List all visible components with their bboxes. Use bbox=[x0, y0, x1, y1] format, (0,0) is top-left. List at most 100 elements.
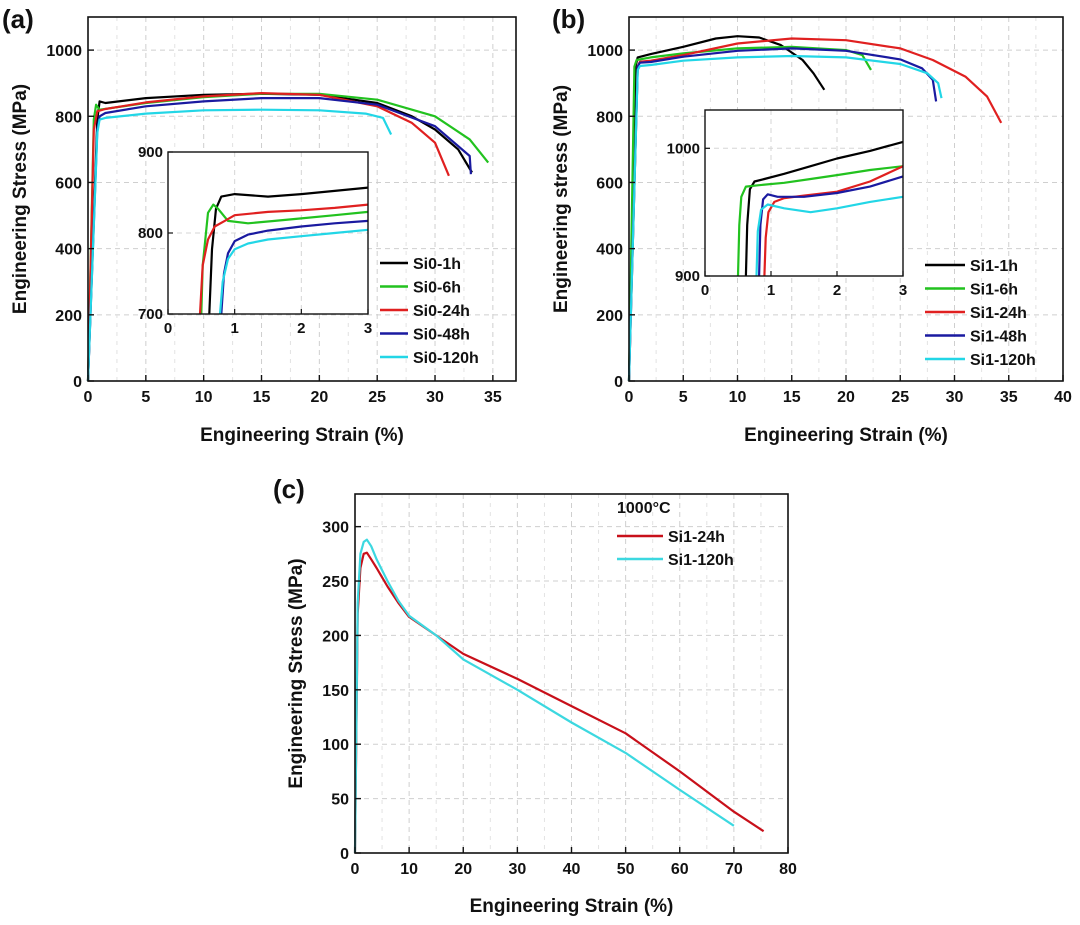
x-tick-label: 40 bbox=[563, 861, 581, 878]
series-line-1 bbox=[353, 551, 765, 854]
inset-frame bbox=[704, 109, 904, 277]
y-tick-label: 0 bbox=[340, 846, 349, 863]
inset-y-tick-label: 800 bbox=[138, 225, 163, 242]
x-tick-label: 35 bbox=[484, 389, 502, 406]
y-tick-label: 400 bbox=[55, 242, 82, 259]
inset-series-line-3 bbox=[763, 165, 904, 277]
x-tick-label: 30 bbox=[508, 861, 526, 878]
inset-background bbox=[705, 110, 903, 276]
y-tick-label: 250 bbox=[322, 574, 349, 591]
legend-entry: Si0-1h bbox=[413, 256, 461, 273]
y-tick-label: 200 bbox=[55, 308, 82, 325]
y-tick-label: 50 bbox=[331, 792, 349, 809]
inset-x-tick-label: 1 bbox=[230, 320, 238, 337]
x-tick-label: 0 bbox=[625, 389, 634, 406]
inset-series-line-2 bbox=[200, 203, 369, 315]
y-axis-label: Engineering Stress (MPa) bbox=[10, 84, 31, 314]
y-tick-label: 1000 bbox=[587, 43, 623, 60]
x-axis-label: Engineering Strain (%) bbox=[200, 425, 404, 446]
legend-entry: Si1-120h bbox=[668, 552, 734, 569]
legend-title: 1000°C bbox=[617, 500, 671, 517]
grid bbox=[355, 494, 789, 853]
series-line-5 bbox=[627, 54, 943, 382]
chart-panel-2: (b)0 5 10 15 20 25 30 35 4002004006008001000Engi… bbox=[551, 4, 1072, 446]
x-tick-label: 25 bbox=[891, 389, 909, 406]
x-tick-label: 10 bbox=[400, 861, 418, 878]
inset-y-tick-label: 900 bbox=[675, 268, 700, 285]
x-tick-label: 40 bbox=[1054, 389, 1072, 406]
legend-entry: Si0-120h bbox=[413, 350, 479, 367]
x-tick-label: 15 bbox=[783, 389, 801, 406]
inset-x-tick-label: 3 bbox=[899, 282, 907, 299]
inset-y-tick-label: 700 bbox=[138, 306, 163, 323]
x-tick-label: 0 bbox=[84, 389, 93, 406]
x-tick-label: 30 bbox=[946, 389, 964, 406]
x-axis-label: Engineering Strain (%) bbox=[470, 896, 674, 917]
inset-chart: 0 1 2 3 700 800 900 bbox=[138, 144, 372, 337]
y-axis-label: Engineering Stress (MPa) bbox=[286, 558, 307, 788]
x-tick-label: 20 bbox=[310, 389, 328, 406]
legend-entry: Si1-6h bbox=[970, 282, 1018, 299]
x-tick-label: 70 bbox=[725, 861, 743, 878]
y-axis-label: Engineering stress (MPa) bbox=[551, 85, 572, 313]
inset-chart: 0 1 2 3 900 1000 bbox=[667, 109, 907, 299]
y-tick-label: 1000 bbox=[46, 43, 82, 60]
x-tick-label: 5 bbox=[141, 389, 150, 406]
inset-series-line-2 bbox=[736, 165, 904, 277]
x-tick-label: 20 bbox=[454, 861, 472, 878]
inset-y-tick-label: 900 bbox=[138, 144, 163, 161]
plot-frame bbox=[87, 16, 517, 382]
legend: Si0-1h Si0-6h Si0-24h Si0-48h Si0-120h bbox=[380, 256, 479, 367]
inset-x-tick-label: 0 bbox=[164, 320, 172, 337]
legend-entry: Si1-1h bbox=[970, 258, 1018, 275]
y-tick-label: 0 bbox=[73, 374, 82, 391]
inset-series-line-1 bbox=[208, 186, 369, 315]
x-tick-label: 30 bbox=[426, 389, 444, 406]
series-line-4 bbox=[86, 96, 472, 382]
series-line-3 bbox=[86, 91, 450, 382]
x-tick-label: 15 bbox=[253, 389, 271, 406]
inset-series-line-4 bbox=[758, 175, 904, 277]
x-tick-label: 20 bbox=[837, 389, 855, 406]
x-axis-label: Engineering Strain (%) bbox=[744, 425, 948, 446]
y-tick-label: 800 bbox=[596, 109, 623, 126]
inset-series-line-1 bbox=[744, 140, 904, 277]
chart-panel-1: (a)0 5 10 15 20 25 30 3502004006008001000Engine… bbox=[2, 4, 517, 446]
legend-entry: Si1-24h bbox=[970, 305, 1027, 322]
x-tick-label: 5 bbox=[679, 389, 688, 406]
panel-letter: (c) bbox=[273, 474, 305, 504]
y-tick-label: 0 bbox=[614, 374, 623, 391]
inset-series-line-3 bbox=[198, 203, 369, 315]
y-tick-label: 600 bbox=[55, 175, 82, 192]
series-line-4 bbox=[627, 47, 938, 382]
x-tick-label: 35 bbox=[1000, 389, 1018, 406]
inset-y-tick-label: 1000 bbox=[667, 140, 700, 157]
plot-frame bbox=[354, 493, 789, 854]
inset-series-line-5 bbox=[755, 195, 904, 277]
x-tick-label: 0 bbox=[351, 861, 360, 878]
y-tick-label: 150 bbox=[322, 683, 349, 700]
legend-entry: Si0-48h bbox=[413, 327, 470, 344]
y-tick-label: 300 bbox=[322, 520, 349, 537]
legend-entry: Si1-120h bbox=[970, 352, 1036, 369]
y-tick-label: 200 bbox=[596, 308, 623, 325]
panel-letter: (b) bbox=[552, 4, 585, 34]
legend-entry: Si0-6h bbox=[413, 280, 461, 297]
y-tick-label: 100 bbox=[322, 737, 349, 754]
inset-x-tick-label: 2 bbox=[297, 320, 305, 337]
inset-series-line-5 bbox=[218, 228, 369, 315]
legend: Si1-1h Si1-6h Si1-24h Si1-48h Si1-120h bbox=[925, 258, 1036, 369]
x-tick-label: 10 bbox=[729, 389, 747, 406]
y-tick-label: 200 bbox=[322, 628, 349, 645]
chart-panel-3: (c) 0 10 20 30 40 50 60 70 80 0 50 100 150 200 250 300 En… bbox=[273, 474, 797, 917]
x-tick-label: 60 bbox=[671, 861, 689, 878]
x-tick-label: 25 bbox=[368, 389, 386, 406]
y-tick-label: 400 bbox=[596, 242, 623, 259]
legend-entry: Si1-24h bbox=[668, 529, 725, 546]
legend-entry: Si0-24h bbox=[413, 303, 470, 320]
inset-x-tick-label: 3 bbox=[364, 320, 372, 337]
inset-x-tick-label: 1 bbox=[767, 282, 775, 299]
y-tick-label: 600 bbox=[596, 175, 623, 192]
x-tick-label: 50 bbox=[617, 861, 635, 878]
